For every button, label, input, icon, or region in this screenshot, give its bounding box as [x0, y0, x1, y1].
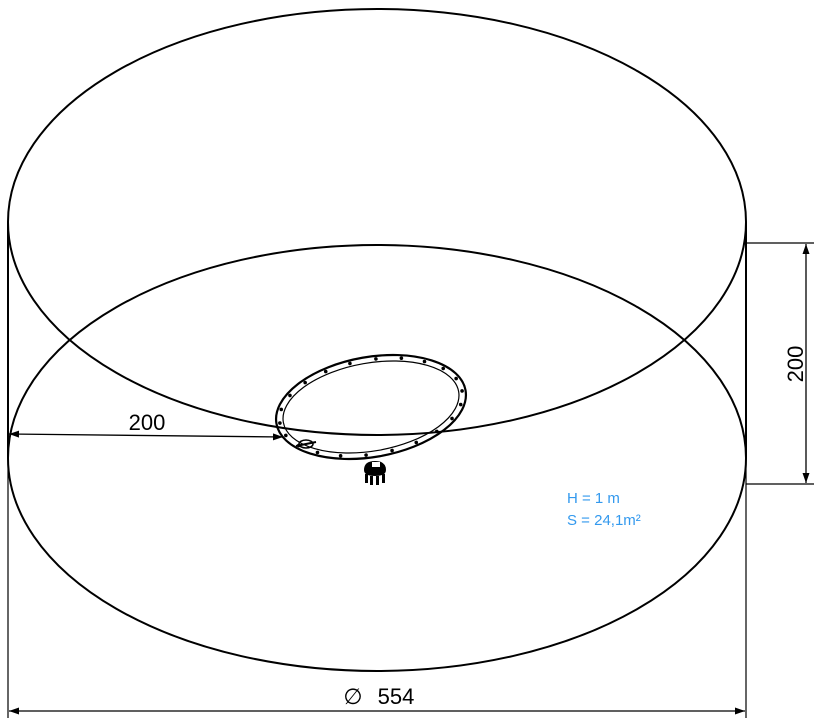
nozzle-dot — [338, 454, 343, 458]
pipe-fitting — [295, 439, 317, 449]
nozzle-dot — [390, 448, 394, 453]
nozzle-dot — [458, 402, 463, 407]
nozzle-dot — [288, 393, 292, 398]
nozzle-dot — [374, 357, 378, 361]
nozzle-dot — [414, 440, 419, 445]
nozzle-dot — [435, 429, 439, 434]
nozzle-dot — [364, 453, 368, 457]
note-surface: S = 24,1m² — [567, 512, 641, 529]
ring-nozzles — [278, 356, 464, 458]
nozzle-dot — [315, 450, 320, 455]
nozzle-dot — [323, 369, 328, 374]
nozzle-dot — [454, 376, 458, 381]
nozzle-dot — [441, 366, 446, 371]
diameter-value: 554 — [378, 684, 415, 709]
pump-unit — [364, 461, 386, 485]
note-height: H = 1 m — [567, 490, 620, 507]
nozzle-dot — [348, 361, 352, 366]
cylinder-bottom-ellipse — [7, 244, 747, 672]
height-value: 200 — [783, 346, 808, 383]
nozzle-dot — [422, 359, 427, 364]
diameter-symbol: ∅ — [343, 684, 362, 709]
nozzle-dot — [399, 356, 404, 360]
nozzle-dot — [278, 421, 282, 425]
cylinder-top-ellipse — [7, 8, 747, 436]
nozzle-dot — [460, 389, 464, 393]
radius-value: 200 — [129, 410, 166, 435]
nozzle-dot — [303, 380, 307, 385]
nozzle-dot — [450, 416, 454, 421]
fountain-ring — [274, 353, 468, 461]
nozzle-dot — [279, 407, 284, 412]
radius-dimension-line — [8, 430, 284, 441]
nozzle-dot — [284, 433, 288, 438]
